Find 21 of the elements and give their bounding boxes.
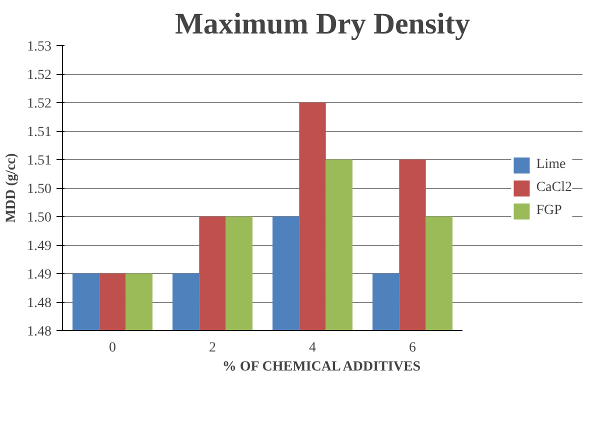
x-tick-label: 2 <box>209 340 216 356</box>
x-tick-label: 6 <box>409 340 416 356</box>
y-axis-title: MDD (g/cc) <box>4 152 19 223</box>
y-tick-label: 1.50 <box>27 182 52 197</box>
x-axis-title: % OF CHEMICAL ADDITIVES <box>222 360 421 374</box>
y-tick-label: 1.53 <box>27 40 52 54</box>
legend-label: Lime <box>536 156 566 172</box>
x-tick-label: 4 <box>309 340 316 356</box>
chart-title: Maximum Dry Density <box>175 8 470 40</box>
y-tick-label: 1.52 <box>27 68 52 83</box>
y-tick-label: 1.49 <box>27 268 52 282</box>
x-tick-label: 0 <box>109 340 116 356</box>
y-tick-label: 1.49 <box>27 239 52 254</box>
y-tick-label: 1.52 <box>27 96 52 112</box>
y-tick-label: 1.51 <box>27 125 52 140</box>
y-tick-label: 1.48 <box>27 296 52 311</box>
y-tick-label: 1.50 <box>27 210 52 226</box>
y-tick-label: 1.48 <box>27 324 52 340</box>
y-tick-label: 1.51 <box>27 154 52 168</box>
legend-label: CaCl2 <box>536 180 572 196</box>
legend-label: FGP <box>536 202 562 218</box>
